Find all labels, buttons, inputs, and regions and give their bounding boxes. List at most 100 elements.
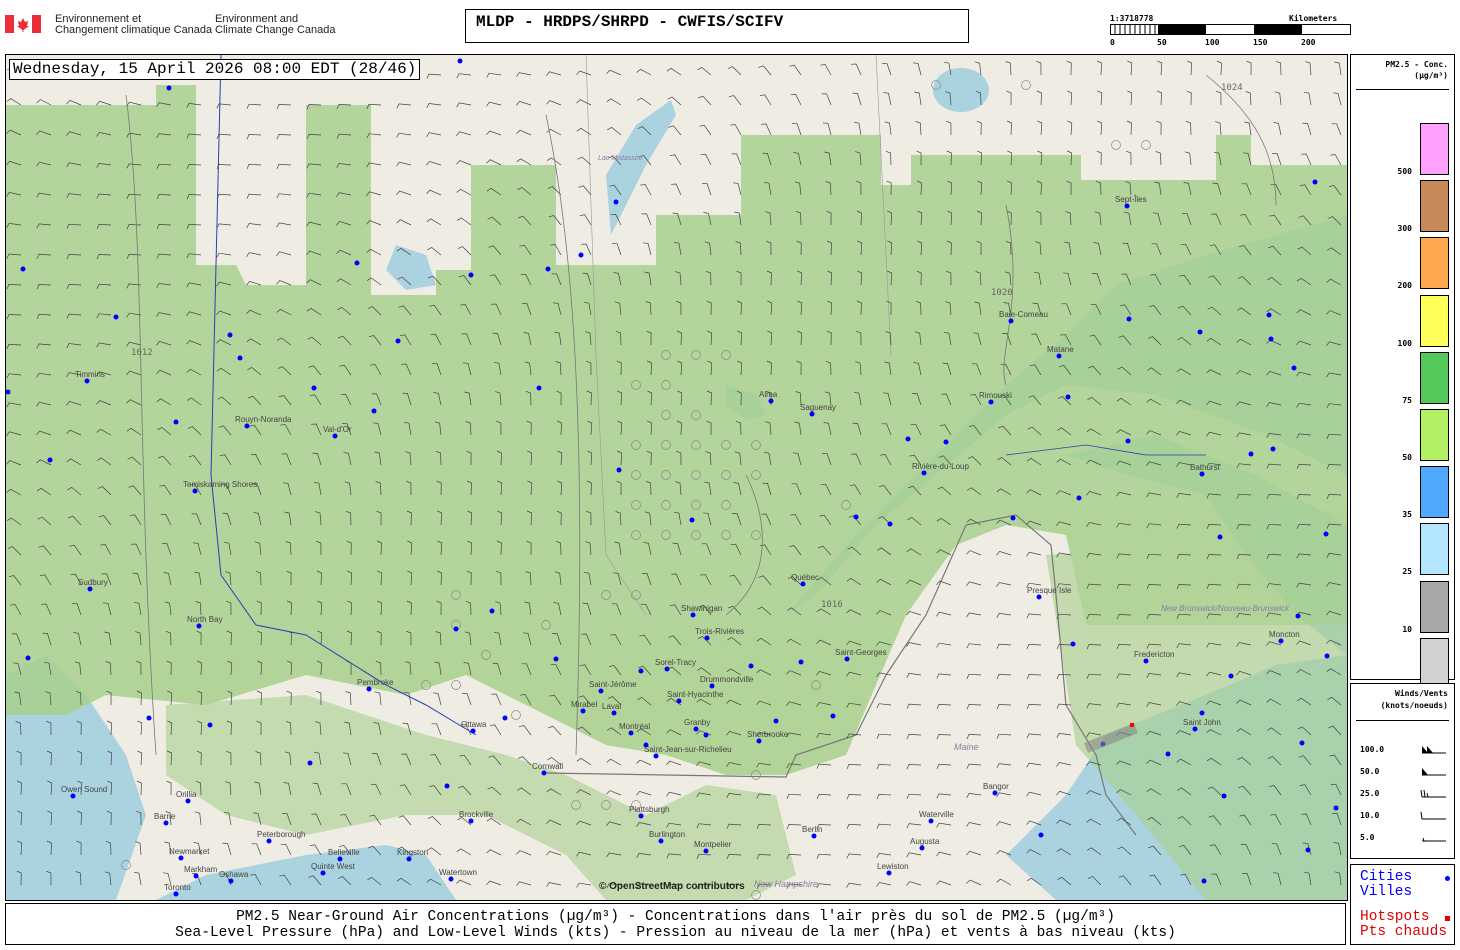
- wind-barb: [527, 480, 533, 496]
- wind-barb: [795, 391, 802, 406]
- wind-barb: [706, 390, 712, 406]
- wind-barb: [642, 573, 652, 586]
- wind-barb: [1116, 817, 1132, 826]
- city-dot: [1125, 438, 1131, 444]
- wind-barb: [966, 518, 982, 526]
- wind-barb: [276, 308, 292, 316]
- wind-barb: [884, 361, 892, 376]
- wind-barb: [878, 484, 892, 496]
- wind-barb: [366, 277, 382, 286]
- wind-barb: [1086, 490, 1102, 496]
- city-dot: [1266, 312, 1272, 318]
- wind-barb: [10, 604, 22, 616]
- wind-barb: [516, 129, 532, 136]
- wind-barb: [36, 130, 52, 136]
- wind-barb: [583, 301, 592, 316]
- wind-barb: [312, 782, 322, 796]
- wind-barb: [646, 450, 652, 466]
- wind-barb: [306, 192, 322, 198]
- city-dot: [703, 732, 709, 738]
- calm-wind-circle: [601, 590, 611, 600]
- wind-barb: [433, 692, 442, 706]
- wind-barb: [340, 393, 352, 406]
- city-dot: [1192, 726, 1198, 732]
- wind-barb: [336, 163, 352, 169]
- forecast-map[interactable]: Timmins Rouyn-Noranda Val-d'Or Temiskaming …: [5, 54, 1348, 901]
- villes-label: Villes: [1360, 884, 1413, 900]
- wind-barb: [313, 481, 322, 496]
- wind-barb: [196, 750, 202, 766]
- wind-barb: [1116, 491, 1132, 497]
- wind-barb: [96, 193, 112, 199]
- wind-barb: [913, 362, 922, 376]
- wind-barb: [666, 853, 682, 859]
- city-dot: [1217, 534, 1223, 540]
- city-dot: [1199, 471, 1205, 477]
- wind-barb: [546, 128, 562, 136]
- wind-barb: [853, 121, 862, 136]
- wind-barb: [756, 731, 772, 737]
- wind-barb: [186, 368, 202, 376]
- wind-barb: [407, 570, 413, 586]
- wind-barb: [1266, 433, 1282, 438]
- wind-barb: [405, 451, 412, 466]
- wind-barb: [1179, 274, 1192, 286]
- wind-barb: [550, 244, 562, 256]
- city-dot: [1076, 495, 1082, 501]
- wind-barb: [366, 248, 382, 256]
- wind-barb: [1296, 523, 1312, 530]
- wind-barb: [165, 811, 172, 826]
- wind-barb: [822, 453, 832, 466]
- wind-barb: [246, 338, 262, 346]
- wind-barb: [276, 163, 292, 169]
- wind-barb: [160, 513, 172, 526]
- wind-barb: [701, 543, 712, 556]
- wind-barb: [306, 104, 322, 110]
- wind-barb: [246, 309, 262, 316]
- wind-barb: [162, 543, 172, 556]
- wind-barb: [1329, 754, 1342, 766]
- isobar-label: 1016: [821, 600, 843, 610]
- wind-barb: [285, 720, 292, 736]
- wind-barb: [1147, 816, 1162, 826]
- wind-barb: [436, 600, 442, 616]
- wind-barb: [516, 850, 532, 856]
- calm-wind-circle: [751, 440, 761, 450]
- caption-line-1: PM2.5 Near-Ground Air Concentrations (µg…: [236, 909, 1115, 925]
- wind-barb: [550, 663, 562, 676]
- wind-barb: [456, 188, 472, 196]
- wind-barb: [1116, 760, 1132, 766]
- wind-barb: [66, 429, 82, 436]
- wind-barb: [1122, 242, 1132, 256]
- wind-barb: [548, 725, 562, 736]
- wind-barb: [578, 185, 592, 196]
- wind-barb: [1150, 274, 1162, 286]
- wind-barb: [517, 756, 532, 766]
- wind-barb: [636, 97, 652, 106]
- wind-barb: [612, 243, 622, 256]
- wind-barb: [74, 661, 82, 676]
- city-label: Sudbury: [78, 578, 108, 587]
- wind-barb: [276, 222, 292, 228]
- wind-barb: [340, 814, 352, 826]
- city-label: Rivière-du-Loup: [912, 462, 969, 471]
- wind-barb: [1266, 553, 1282, 559]
- wind-barb: [761, 513, 772, 526]
- wind-barb: [1326, 494, 1342, 500]
- wind-barb: [821, 93, 832, 106]
- wind-barb: [1206, 524, 1222, 530]
- wind-barb: [375, 660, 382, 676]
- city-label: Bathurst: [1190, 463, 1221, 472]
- region-labels: Maine New Brunswick/Nouveau-Brunswick Ne…: [598, 155, 1290, 889]
- wind-barb: [707, 360, 713, 376]
- wind-barb: [1146, 614, 1162, 620]
- city-dot: [1324, 653, 1330, 659]
- wind-barb: [1026, 674, 1042, 680]
- wind-barb: [936, 642, 952, 648]
- wind-barb: [614, 541, 622, 556]
- wind-barb: [98, 515, 112, 526]
- wind-barb: [1177, 336, 1192, 346]
- wind-barb: [1153, 212, 1162, 226]
- calm-wind-circle: [661, 530, 671, 540]
- wind-barb: [1211, 873, 1222, 886]
